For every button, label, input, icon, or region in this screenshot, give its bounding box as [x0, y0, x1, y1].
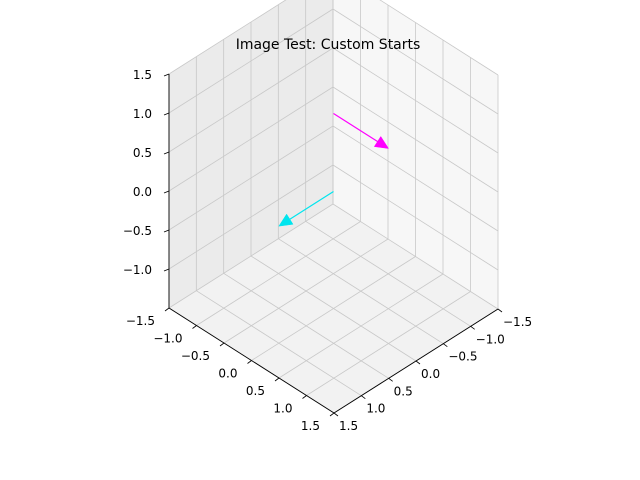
y-tick-mark [443, 343, 448, 347]
grid-line-z-left [168, 125, 334, 231]
arrow-shaft-1 [333, 112, 378, 143]
y-tick-label: 0.5 [394, 384, 413, 398]
z-tick-label: 1.5 [133, 68, 152, 82]
z-tick-mark [163, 73, 170, 77]
y-tick-mark [388, 378, 393, 382]
grid-line-z-right [332, 164, 499, 271]
x-tick-label: −0.5 [181, 349, 210, 363]
y-tick-label: 0.0 [421, 367, 440, 381]
grid-line-z-left [168, 47, 334, 153]
grid-line-z-right [332, 8, 499, 115]
x-tick-mark [164, 307, 170, 312]
y-tick-label: 1.0 [366, 402, 385, 416]
grid-line-y-floor [196, 290, 362, 397]
z-tick-mark [163, 268, 170, 272]
y-axis-ticks: −1.5 −1.0 −0.5 0.0 0.5 1.0 1.5 [333, 308, 532, 433]
arrow-head-1 [373, 135, 390, 149]
x-tick-mark [274, 377, 280, 382]
x-tick-label: 0.0 [218, 367, 237, 381]
z-tick-mark [163, 190, 170, 194]
grid-line-z-right [379, 0, 499, 76]
x-tick-label: −1.5 [126, 314, 155, 328]
z-tick-label: −0.5 [123, 224, 152, 238]
x-tick-label: −1.0 [153, 332, 182, 346]
grid-line-z-right [332, 86, 499, 193]
z-tick-label: −1.0 [123, 263, 152, 277]
z-axis-ticks: −1.0 −0.5 0.0 0.5 1.0 1.5 [123, 68, 170, 277]
x-tick-mark [247, 360, 252, 364]
y-tick-mark [333, 412, 339, 417]
x-tick-label: 1.0 [273, 402, 292, 416]
grid-line-z-left [168, 86, 334, 192]
x-tick-mark [329, 412, 335, 417]
grid-line-z-left [168, 8, 334, 114]
grid-line-z-left [168, 0, 287, 75]
arrow-shaft-2 [289, 190, 334, 220]
y-tick-label: −1.0 [476, 332, 505, 346]
z-tick-label: 0.5 [133, 146, 152, 160]
x-axis-ticks: −1.5 −1.0 −0.5 0.0 0.5 1.0 1.5 [126, 307, 335, 433]
z-tick-mark [163, 151, 170, 155]
grid-lines [168, 0, 499, 414]
z-tick-label: 0.0 [133, 185, 152, 199]
arrow-head-2 [278, 213, 294, 227]
quiver-arrows [278, 112, 390, 227]
y-tick-label: −0.5 [448, 350, 477, 364]
grid-line-z-left [168, 164, 334, 270]
y-tick-label: 1.5 [339, 419, 358, 433]
grid-line-z-right [332, 125, 499, 232]
z-tick-label: 1.0 [133, 107, 152, 121]
chart-title: Image Test: Custom Starts [236, 37, 421, 53]
grid-line-z-right [332, 47, 499, 154]
y-tick-mark [470, 326, 475, 330]
y-tick-label: −1.5 [503, 315, 532, 329]
x-tick-mark [302, 395, 307, 399]
x-tick-label: 0.5 [246, 384, 265, 398]
z-tick-mark [163, 229, 170, 233]
x-tick-label: 1.5 [301, 419, 320, 433]
x-tick-mark [219, 342, 225, 347]
y-tick-mark [497, 308, 503, 313]
y-tick-mark [415, 360, 421, 365]
z-tick-mark [163, 112, 170, 116]
y-tick-mark [361, 395, 366, 399]
x-tick-mark [192, 325, 197, 329]
